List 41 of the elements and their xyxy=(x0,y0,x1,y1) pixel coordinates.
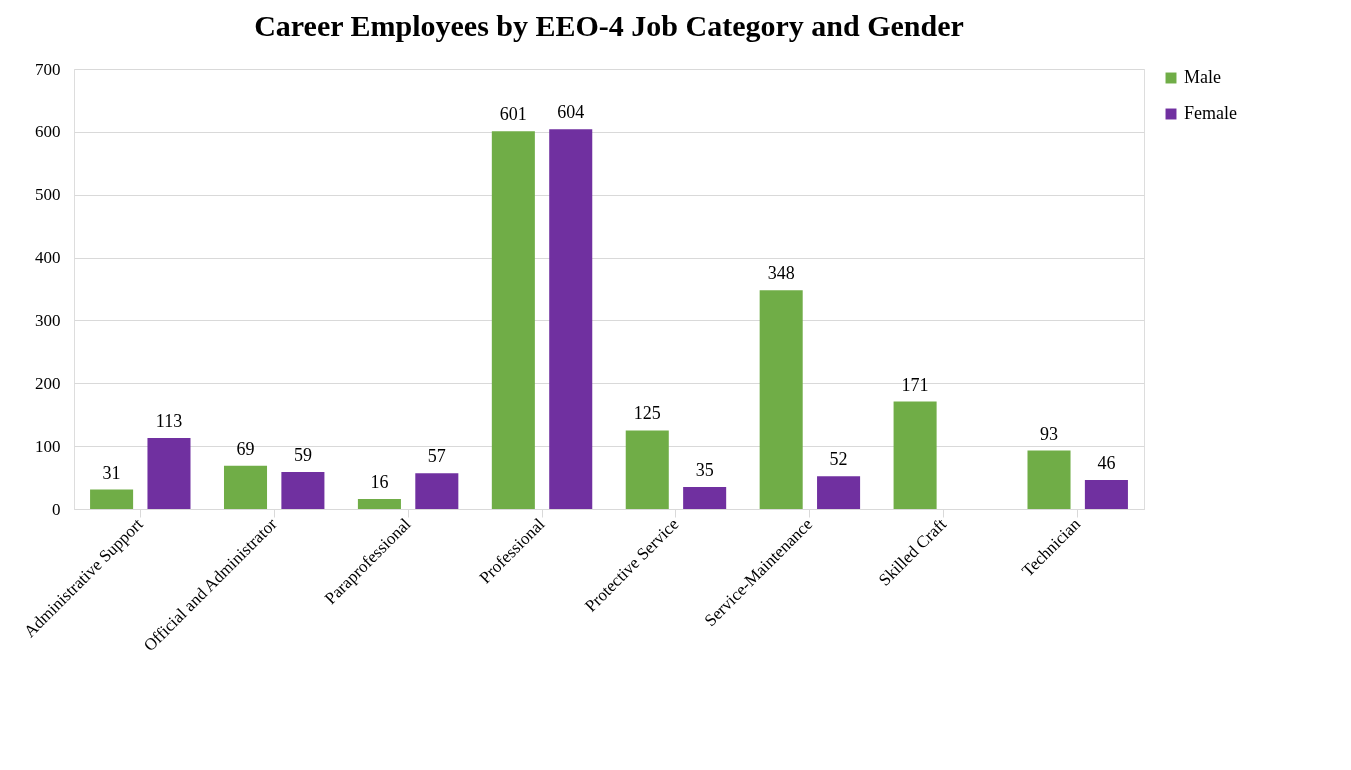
bar xyxy=(281,471,325,509)
data-label: 59 xyxy=(293,444,312,465)
data-label: 601 xyxy=(499,104,527,125)
data-label: 604 xyxy=(557,102,585,123)
bar xyxy=(491,131,535,509)
data-label: 69 xyxy=(236,438,255,459)
bar xyxy=(1027,450,1071,509)
data-label: 125 xyxy=(633,403,661,424)
bar xyxy=(90,489,134,509)
y-tick-label: 500 xyxy=(35,185,61,205)
data-label: 31 xyxy=(102,462,121,483)
y-tick-label: 200 xyxy=(35,373,61,393)
data-label: 93 xyxy=(1040,423,1059,444)
bar xyxy=(759,290,803,509)
y-tick-label: 400 xyxy=(35,248,61,268)
data-label: 46 xyxy=(1097,453,1116,474)
y-tick-label: 300 xyxy=(35,310,61,330)
bar xyxy=(817,476,861,509)
data-label: 57 xyxy=(427,446,446,467)
bar xyxy=(1084,480,1128,509)
data-label: 171 xyxy=(901,374,929,395)
bar xyxy=(147,437,191,509)
data-label: 16 xyxy=(370,471,389,492)
data-label: 35 xyxy=(695,460,714,480)
y-tick-label: 700 xyxy=(35,59,61,79)
y-tick-label: 600 xyxy=(35,122,61,142)
data-label: 52 xyxy=(829,449,848,470)
legend-label: Male xyxy=(1184,67,1221,87)
bar xyxy=(893,401,937,509)
bar xyxy=(549,129,593,509)
y-tick-label: 100 xyxy=(35,436,61,456)
data-label: 348 xyxy=(767,263,795,284)
bar xyxy=(415,473,459,509)
chart-title: Career Employees by EEO-4 Job Category and Gender xyxy=(254,9,964,42)
bar xyxy=(625,430,669,509)
legend-label: Female xyxy=(1184,103,1237,123)
bar xyxy=(223,465,268,509)
bar xyxy=(357,498,401,509)
data-label: 113 xyxy=(155,410,183,431)
bar xyxy=(683,487,727,509)
y-tick-label: 0 xyxy=(52,499,61,519)
